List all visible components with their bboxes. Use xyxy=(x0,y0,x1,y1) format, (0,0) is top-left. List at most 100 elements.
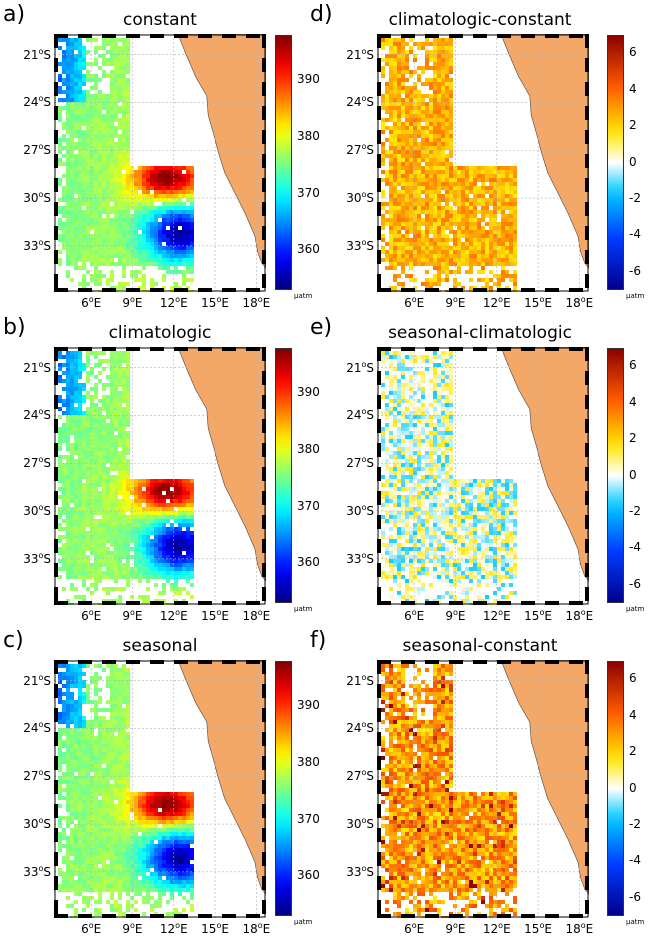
data-cell xyxy=(126,571,130,575)
data-cell xyxy=(154,824,158,828)
data-cell xyxy=(389,114,393,118)
data-cell xyxy=(94,387,98,391)
data-cell xyxy=(122,142,126,146)
data-cell xyxy=(162,507,166,511)
data-cell xyxy=(381,74,385,78)
data-cell xyxy=(178,495,182,499)
map-frame xyxy=(54,347,266,605)
data-cell xyxy=(78,547,82,551)
data-cell xyxy=(389,106,393,110)
data-cell xyxy=(102,575,106,579)
data-cell xyxy=(90,447,94,451)
data-cell xyxy=(150,499,154,503)
data-cell xyxy=(174,194,178,198)
data-cell xyxy=(389,134,393,138)
data-cell xyxy=(90,880,94,884)
data-cell xyxy=(154,820,158,824)
data-cell xyxy=(90,371,94,375)
data-cell xyxy=(393,110,397,114)
data-cell xyxy=(178,804,182,808)
data-cell xyxy=(74,531,78,535)
data-cell xyxy=(158,796,162,800)
data-cell xyxy=(102,748,106,752)
data-cell xyxy=(441,166,445,170)
data-cell xyxy=(190,848,194,852)
data-cell xyxy=(98,158,102,162)
map-area[interactable] xyxy=(54,34,266,292)
data-cell xyxy=(58,146,62,150)
data-cell xyxy=(94,531,98,535)
data-cell xyxy=(70,587,74,591)
data-cell xyxy=(154,214,158,218)
data-cell xyxy=(106,876,110,880)
data-cell xyxy=(126,102,130,106)
data-cell xyxy=(118,884,122,888)
data-cell xyxy=(385,90,389,94)
data-cell xyxy=(74,760,78,764)
data-cell xyxy=(393,46,397,50)
data-cell xyxy=(397,98,401,102)
data-cell xyxy=(401,194,405,198)
data-cell xyxy=(82,162,86,166)
data-cell xyxy=(90,218,94,222)
data-cell xyxy=(58,379,62,383)
data-cell xyxy=(82,134,86,138)
data-cell xyxy=(74,828,78,832)
map-area[interactable] xyxy=(54,660,266,918)
data-cell xyxy=(70,772,74,776)
data-cell xyxy=(66,359,70,363)
data-cell xyxy=(146,487,150,491)
data-cell xyxy=(114,451,118,455)
data-cell xyxy=(126,258,130,262)
data-cell xyxy=(154,198,158,202)
data-cell xyxy=(114,764,118,768)
data-cell xyxy=(126,194,130,198)
data-cell xyxy=(162,210,166,214)
data-cell xyxy=(102,724,106,728)
data-cell xyxy=(82,250,86,254)
data-cell xyxy=(182,282,186,286)
data-cell xyxy=(150,559,154,563)
data-cell xyxy=(86,499,90,503)
data-cell xyxy=(174,804,178,808)
data-cell xyxy=(90,110,94,114)
data-cell xyxy=(70,720,74,724)
data-cell xyxy=(86,98,90,102)
data-cell xyxy=(405,130,409,134)
map-area[interactable] xyxy=(54,347,266,605)
data-cell xyxy=(170,828,174,832)
data-cell xyxy=(110,435,114,439)
data-cell xyxy=(110,575,114,579)
data-cell xyxy=(98,174,102,178)
data-cell xyxy=(509,170,513,174)
data-cell xyxy=(437,118,441,122)
data-cell xyxy=(178,258,182,262)
data-cell xyxy=(122,768,126,772)
data-cell xyxy=(106,383,110,387)
data-cell xyxy=(70,459,74,463)
data-cell xyxy=(82,551,86,555)
data-cell xyxy=(162,495,166,499)
data-cell xyxy=(98,258,102,262)
data-cell xyxy=(90,455,94,459)
data-cell xyxy=(401,126,405,130)
data-cell xyxy=(94,740,98,744)
data-cell xyxy=(182,844,186,848)
data-cell xyxy=(389,98,393,102)
data-cell xyxy=(114,126,118,130)
data-cell xyxy=(62,884,66,888)
data-cell xyxy=(66,816,70,820)
data-cell xyxy=(62,54,66,58)
data-cell xyxy=(174,258,178,262)
data-cell xyxy=(146,892,150,896)
data-cell xyxy=(170,884,174,888)
data-cell xyxy=(154,166,158,170)
data-cell xyxy=(110,46,114,50)
data-cell xyxy=(162,182,166,186)
data-cell xyxy=(94,575,98,579)
data-cell xyxy=(122,234,126,238)
map-area[interactable] xyxy=(377,34,589,292)
data-cell xyxy=(90,126,94,130)
data-cell xyxy=(433,138,437,142)
data-cell xyxy=(409,178,413,182)
